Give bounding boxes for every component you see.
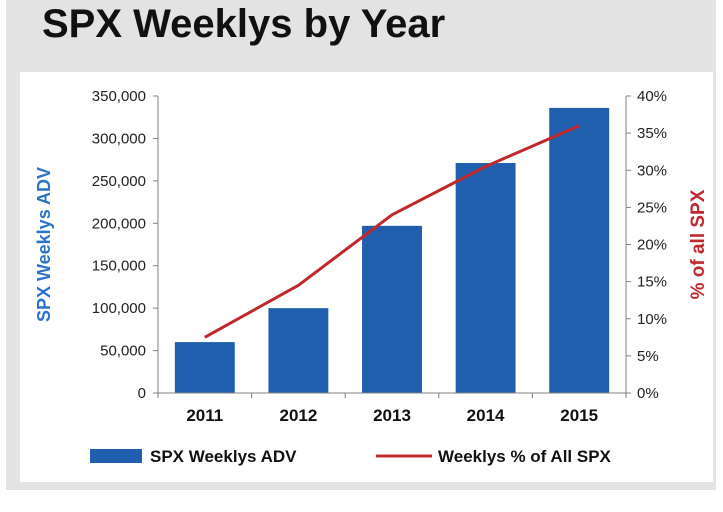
left-tick-label: 350,000 (92, 88, 146, 105)
right-tick-label: 10% (637, 311, 667, 328)
x-tick-label: 2011 (186, 406, 223, 425)
right-tick-label: 0% (637, 385, 659, 402)
bar-2014 (455, 163, 516, 393)
right-tick-label: 20% (637, 237, 667, 254)
left-tick-label: 0 (138, 385, 146, 402)
legend-label-line: Weeklys % of All SPX (438, 447, 612, 466)
right-tick-label: 35% (637, 125, 667, 142)
legend-swatch-bars (90, 449, 142, 463)
x-tick-label: 2014 (467, 406, 505, 425)
slide-frame: SPX Weeklys by Year 0 50,000 100,000 150,00… (6, 0, 716, 490)
page-title: SPX Weeklys by Year (42, 2, 446, 46)
left-tick-label: 200,000 (92, 215, 146, 232)
left-tick-label: 150,000 (92, 258, 146, 275)
left-tick-label: 50,000 (100, 343, 146, 360)
left-tick-label: 250,000 (92, 173, 146, 190)
bar-2013 (362, 225, 422, 393)
x-tick-label: 2012 (279, 406, 317, 425)
x-tick-label: 2015 (560, 406, 598, 425)
right-tick-label: 5% (637, 348, 659, 365)
left-tick-label: 300,000 (92, 130, 146, 147)
right-tick-label: 40% (637, 88, 667, 105)
right-axis-title: % of all SPX (688, 189, 709, 299)
right-tick-label: 25% (637, 199, 667, 216)
right-tick-label: 15% (637, 274, 667, 291)
bar-2015 (549, 107, 610, 393)
bar-2012 (268, 308, 329, 393)
chart-panel: 0 50,000 100,000 150,000 200,000 250,000 300,0… (20, 72, 713, 482)
combo-chart: 0 50,000 100,000 150,000 200,000 250,000 300,0… (34, 88, 709, 466)
left-axis-title: SPX Weeklys ADV (34, 167, 54, 322)
right-tick-label: 30% (637, 162, 667, 179)
bar-2011 (174, 342, 235, 393)
legend-label-bars: SPX Weeklys ADV (150, 447, 297, 466)
x-tick-label: 2013 (373, 406, 411, 425)
left-tick-label: 100,000 (92, 300, 146, 317)
